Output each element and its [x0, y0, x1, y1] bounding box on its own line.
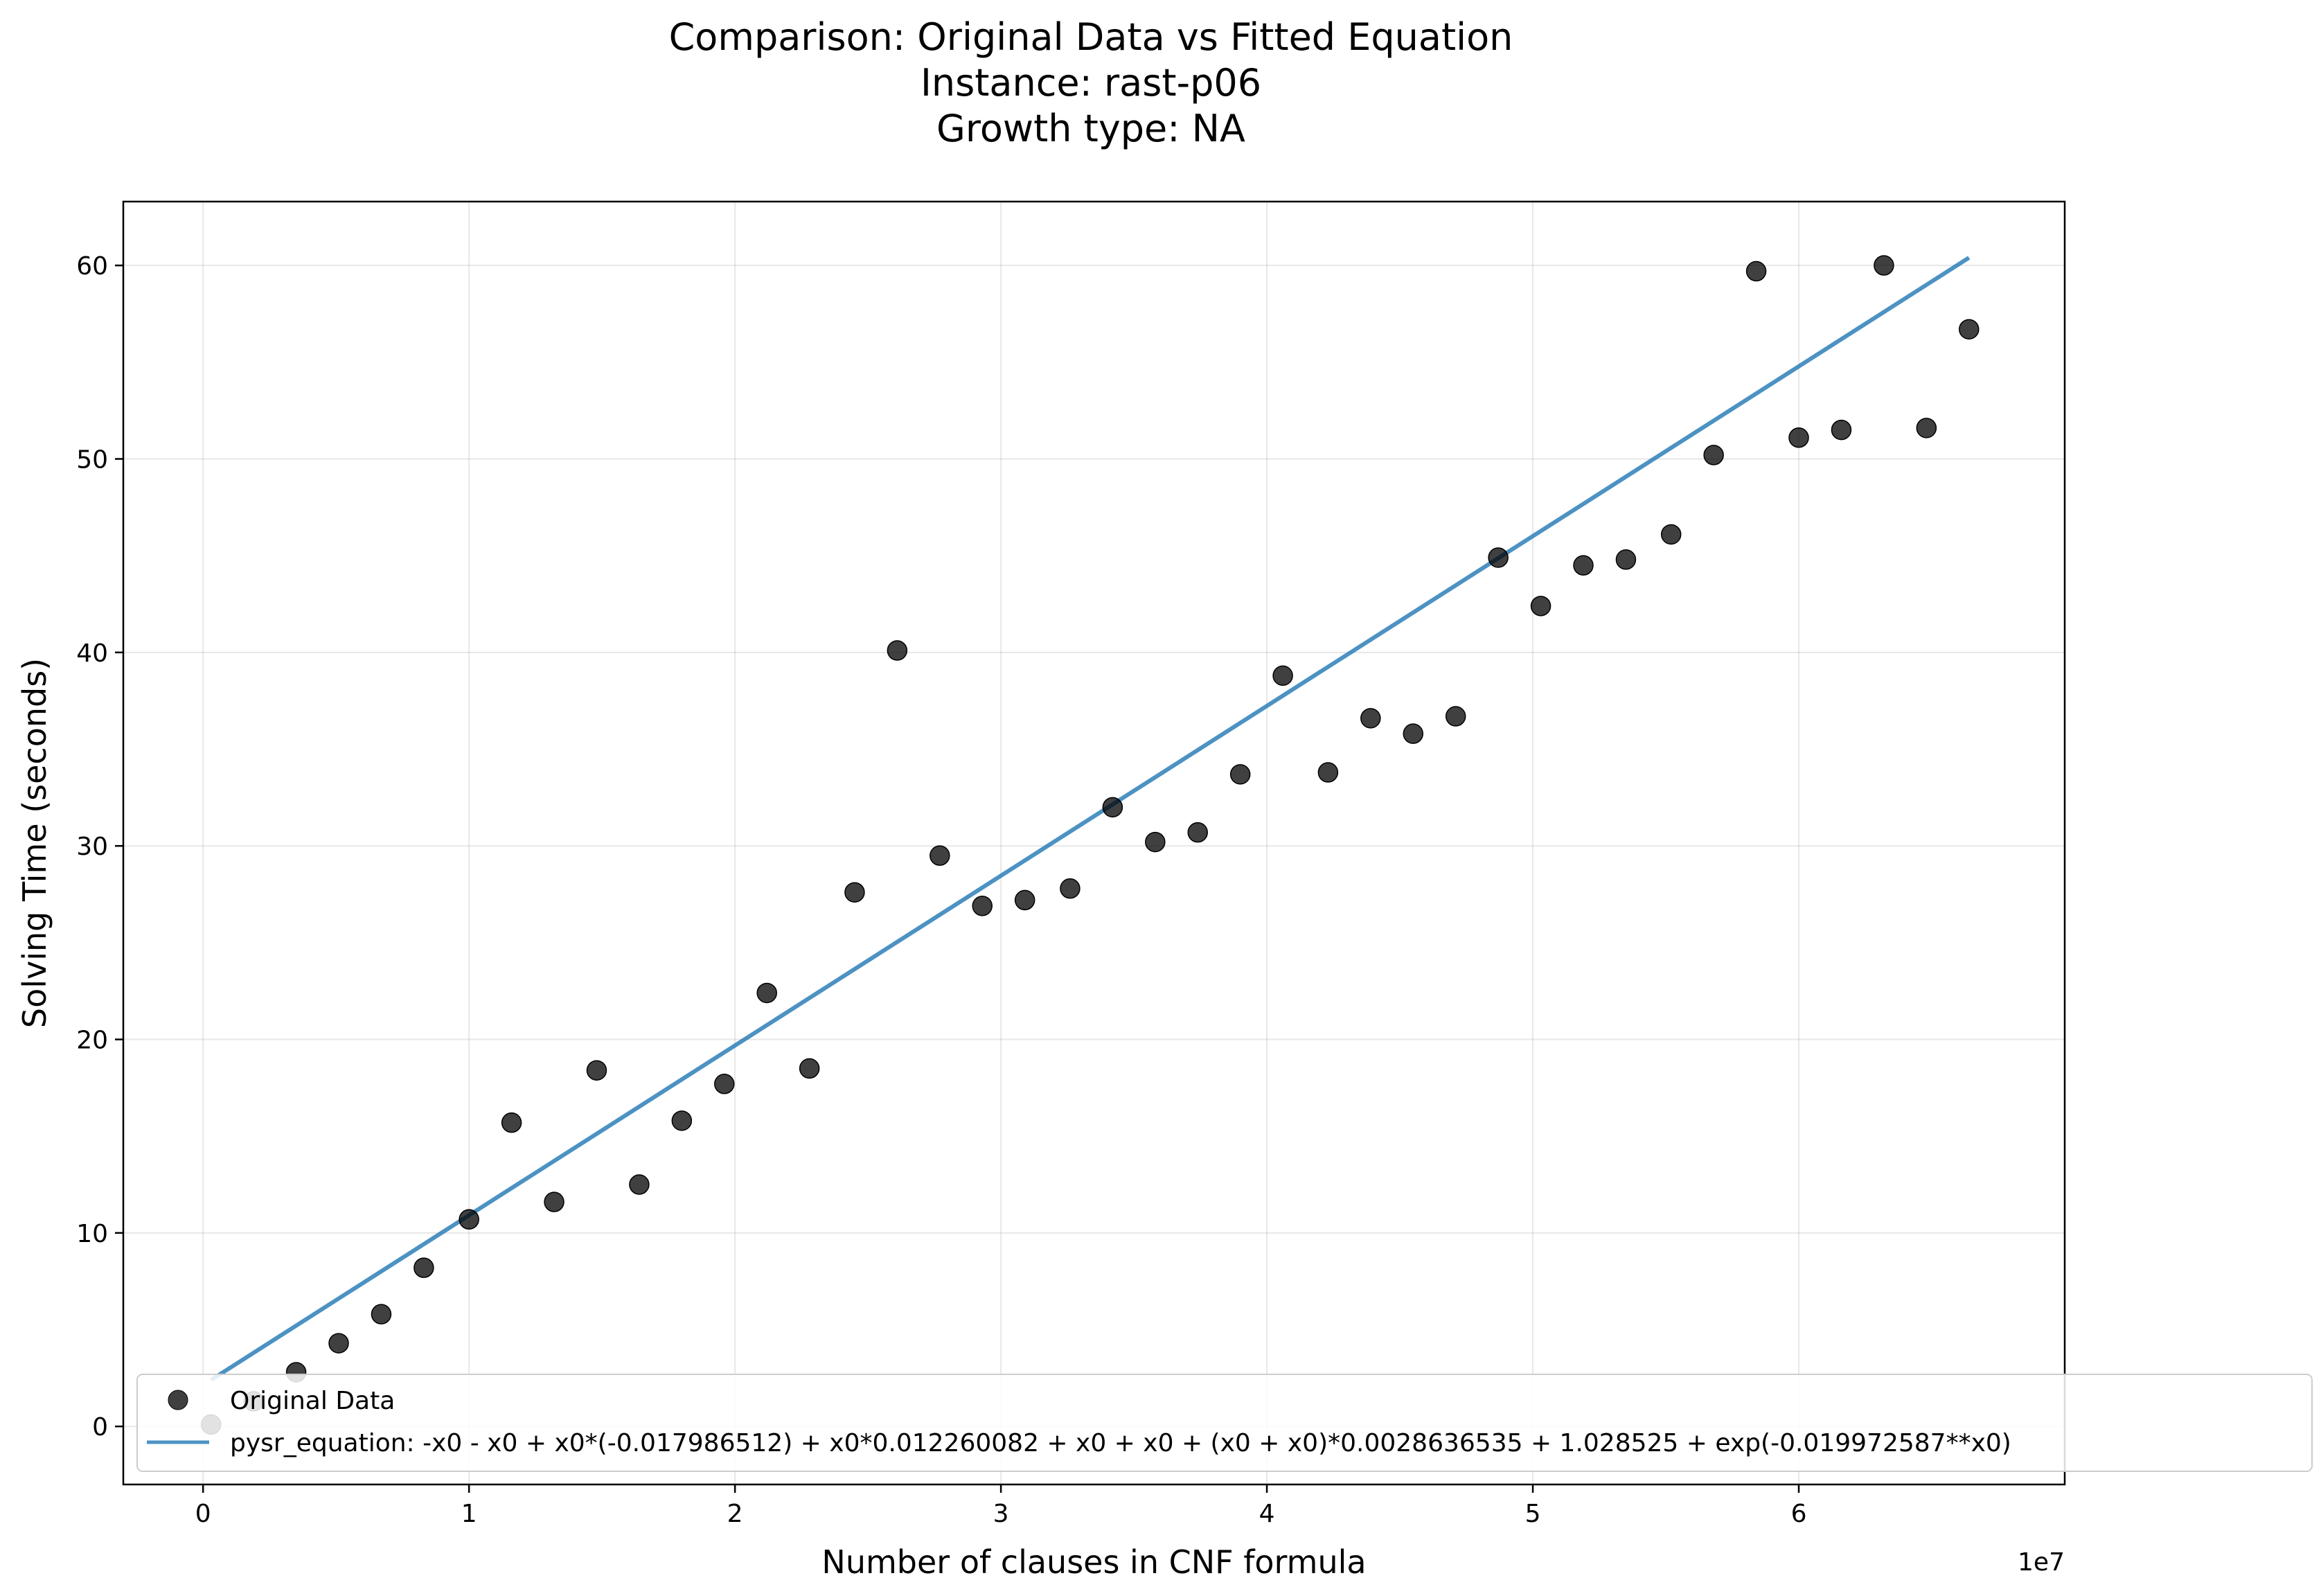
data-point	[1403, 723, 1424, 744]
y-axis-ticks: 0 10 20 30 40 50 60	[76, 252, 123, 1442]
data-point	[1703, 445, 1724, 466]
fitted-line-series	[210, 256, 1971, 1382]
data-point	[586, 1060, 607, 1081]
chart-title-line-1: Comparison: Original Data vs Fitted Equa…	[669, 15, 1513, 59]
data-point	[371, 1304, 392, 1324]
plot-area-frame	[122, 200, 2066, 1486]
data-point	[1660, 524, 1682, 545]
data-point	[671, 1110, 693, 1131]
y-tick-label: 60	[76, 252, 108, 281]
data-point	[544, 1191, 564, 1212]
x-tick-label: 6	[1791, 1500, 1807, 1528]
data-point	[887, 640, 908, 661]
x-axis-offset-label: 1e7	[2018, 1548, 2065, 1577]
data-point	[413, 1257, 434, 1278]
data-point	[1360, 708, 1381, 729]
y-tick-label: 50	[76, 446, 108, 475]
x-tick-label: 5	[1525, 1500, 1541, 1528]
data-point	[1445, 706, 1466, 727]
legend-label-original-data: Original Data	[230, 1387, 395, 1415]
data-point	[1788, 427, 1809, 448]
x-tick-label: 0	[195, 1500, 211, 1528]
data-point	[328, 1333, 349, 1354]
x-tick-label: 3	[993, 1500, 1009, 1528]
data-point	[1060, 878, 1081, 899]
legend-marker-original-data	[168, 1390, 188, 1410]
data-point	[1831, 419, 1852, 441]
x-tick-label: 1	[461, 1500, 477, 1528]
data-point	[501, 1112, 522, 1133]
data-point	[1317, 762, 1339, 783]
data-point	[756, 982, 777, 1004]
data-point	[1615, 549, 1637, 570]
data-point	[1145, 831, 1166, 853]
legend-label-pysr-equation: pysr_equation: -x0 - x0 + x0*(-0.0179865…	[230, 1429, 2011, 1457]
data-point	[1187, 822, 1208, 843]
data-point	[1272, 665, 1293, 686]
data-point	[799, 1058, 820, 1079]
legend: Original Data pysr_equation: -x0 - x0 + …	[136, 1374, 2313, 1472]
data-point	[1916, 418, 1937, 438]
legend-box	[136, 1374, 2313, 1472]
x-axis-label: Number of clauses in CNF formula	[821, 1543, 1366, 1581]
chart-title-line-3: Growth type: NA	[936, 107, 1245, 150]
data-point	[629, 1174, 650, 1195]
data-point	[1573, 555, 1594, 576]
x-tick-label: 2	[727, 1500, 743, 1528]
x-tick-label: 4	[1259, 1500, 1275, 1528]
data-point	[1959, 319, 1980, 340]
y-tick-label: 30	[76, 833, 108, 861]
data-point	[844, 882, 865, 903]
x-axis-ticks: 0 1 2 3 4 5 6	[195, 1484, 1807, 1528]
data-point	[1102, 797, 1123, 818]
data-point	[1745, 260, 1767, 282]
data-point	[972, 896, 993, 916]
y-tick-label: 20	[76, 1027, 108, 1055]
y-axis-label: Solving Time (seconds)	[16, 658, 53, 1028]
y-tick-label: 0	[92, 1413, 108, 1442]
data-point	[1874, 255, 1894, 276]
grid	[123, 202, 2065, 1484]
data-point	[714, 1074, 735, 1094]
chart-title-line-2: Instance: rast-p06	[921, 61, 1261, 105]
y-tick-label: 40	[76, 639, 108, 668]
data-point	[1530, 596, 1551, 617]
data-point	[459, 1209, 479, 1230]
y-tick-label: 10	[76, 1220, 108, 1248]
data-point	[1229, 764, 1251, 785]
original-data-series	[200, 255, 1980, 1435]
data-point	[930, 845, 950, 866]
data-point	[1014, 889, 1035, 911]
data-point	[1488, 547, 1509, 568]
fitted-line	[210, 256, 1971, 1382]
